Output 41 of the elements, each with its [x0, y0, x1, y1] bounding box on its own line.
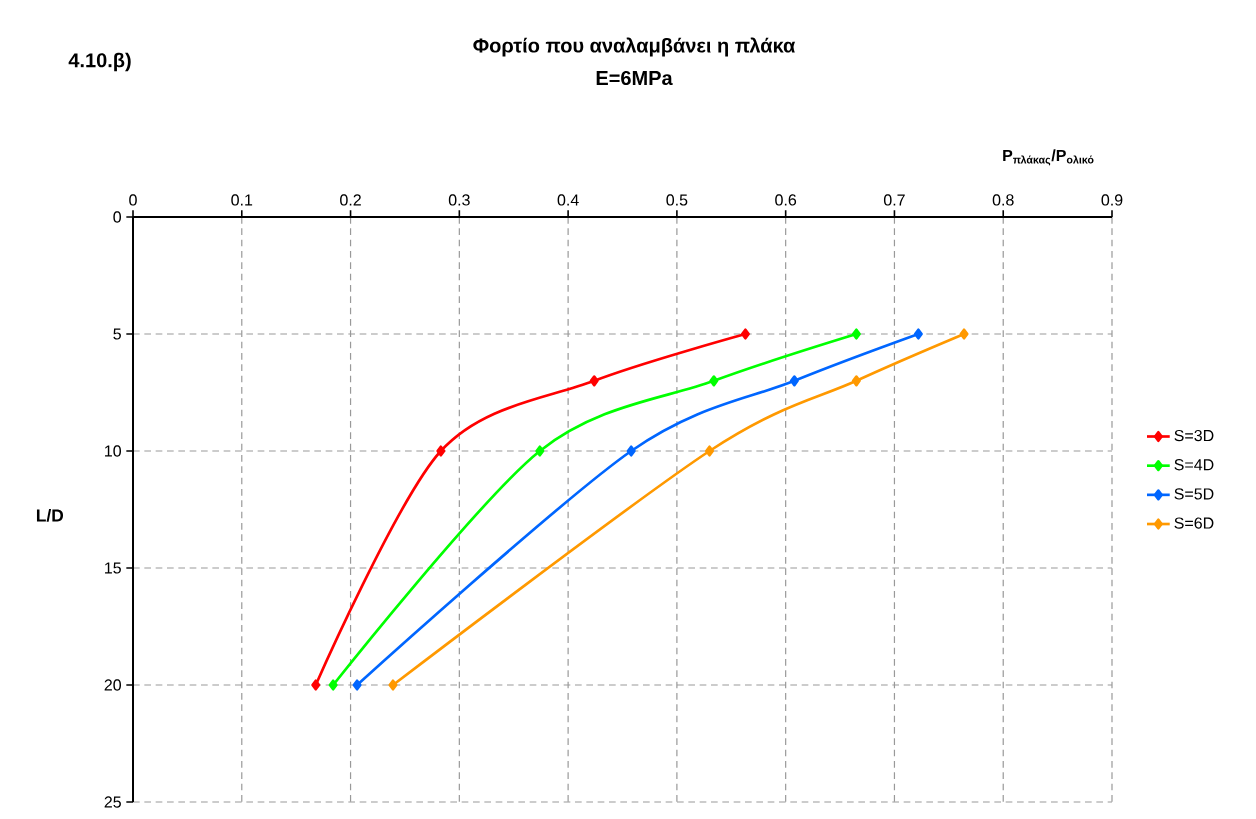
- point: [535, 445, 545, 457]
- legend-label: S=5D: [1174, 488, 1214, 500]
- y-axis-title: L/D: [36, 508, 64, 522]
- y-tick-label: 20: [104, 679, 122, 691]
- point: [589, 375, 599, 387]
- chart-title: Φορτίο που αναλαμβάνει η πλάκα: [473, 37, 796, 57]
- y-tick-label: 25: [104, 796, 121, 808]
- point: [851, 375, 861, 387]
- point: [789, 375, 799, 387]
- x-tick-label: 0.4: [557, 194, 579, 206]
- legend-label: S=6D: [1174, 517, 1214, 529]
- point: [352, 679, 362, 691]
- point: [436, 445, 446, 457]
- point: [913, 328, 923, 340]
- x-tick-label: 0.7: [883, 194, 905, 206]
- x-tick-label: 0.1: [231, 194, 253, 206]
- y-tick-label: 0: [113, 211, 122, 223]
- y-tick-label: 10: [105, 445, 122, 457]
- x-tick-label: 0.3: [448, 194, 470, 206]
- y-tick-label: 15: [105, 562, 121, 574]
- point: [328, 679, 338, 691]
- legend-label: S=3D: [1174, 429, 1214, 442]
- point: [626, 445, 636, 457]
- point: [311, 679, 321, 691]
- text: 4.10.β): [68, 52, 131, 72]
- chart-subtitle: E=6MPa: [596, 70, 673, 86]
- legend-label: S=4D: [1174, 459, 1214, 471]
- x-tick-label: 0.5: [666, 194, 688, 206]
- x-tick-label: 0: [129, 194, 137, 206]
- y-tick-label: 5: [113, 328, 121, 340]
- x-tick-label: 0.2: [340, 194, 361, 206]
- x-axis-title: P$_{πλάκας}$/P$_{ολικό}$: [1003, 149, 1094, 166]
- point: [709, 375, 719, 387]
- point: [959, 328, 969, 340]
- point: [704, 445, 715, 457]
- point: [740, 328, 750, 340]
- point: [388, 679, 398, 691]
- x-tick-label: 0.8: [992, 194, 1014, 206]
- x-tick-label: 0.6: [775, 194, 797, 206]
- x-tick-label: 0.9: [1101, 194, 1123, 206]
- point: [851, 328, 861, 340]
